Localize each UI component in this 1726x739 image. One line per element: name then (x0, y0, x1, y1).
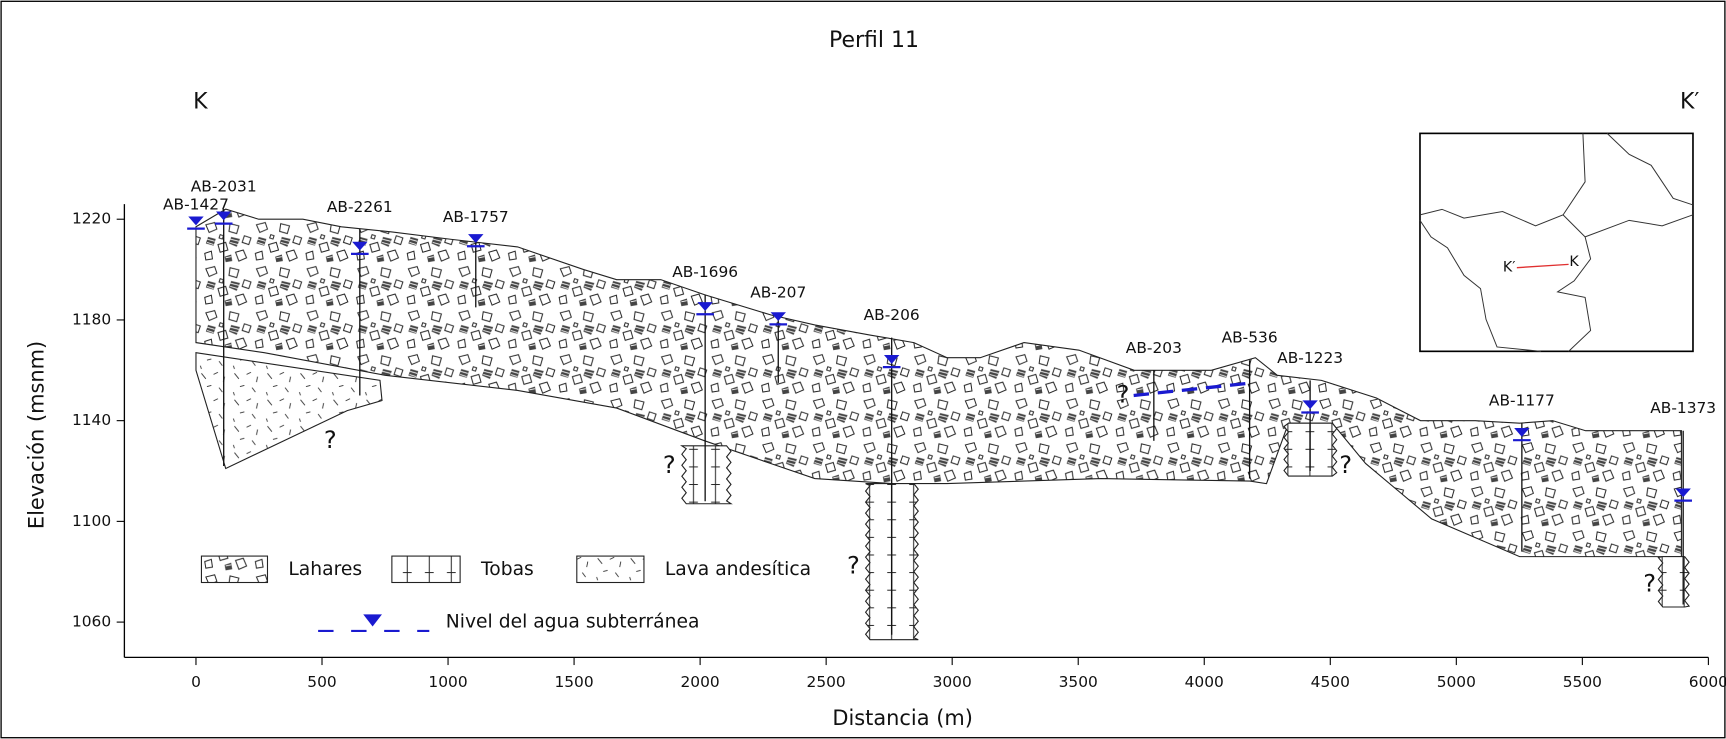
well-label: AB-536 (1222, 329, 1278, 347)
annotation: ? (847, 552, 860, 580)
x-tick-label: 0 (191, 673, 201, 691)
well-label: AB-1223 (1277, 349, 1343, 367)
chart-title: Perfil 11 (829, 28, 919, 53)
x-tick-label: 1500 (554, 673, 593, 691)
unit-polygon (195, 352, 383, 470)
x-tick-label: 5500 (1563, 673, 1602, 691)
legend-label: Lahares (288, 559, 362, 580)
water-level (352, 241, 368, 251)
y-tick-label: 1220 (72, 210, 111, 228)
water-level (215, 211, 232, 221)
annotation: ? (1339, 451, 1352, 479)
water-level (1302, 400, 1318, 410)
x-tick-label: 3000 (933, 673, 972, 691)
inset-map: K′ K (1419, 132, 1694, 353)
well-label: AB-1373 (1650, 399, 1716, 417)
legend-label: Tobas (480, 559, 534, 580)
well-label: AB-206 (864, 306, 920, 324)
start-label: K (193, 90, 208, 115)
water-level (1675, 488, 1691, 498)
annotation: ? (1117, 380, 1130, 408)
well-label: AB-1427 (163, 195, 229, 213)
well-label: AB-2031 (191, 178, 257, 196)
legend-swatch (576, 555, 645, 584)
well-label: AB-203 (1126, 339, 1182, 357)
x-tick-label: 2000 (681, 673, 720, 691)
y-tick-label: 1140 (72, 411, 111, 429)
legend-swatch (363, 614, 382, 627)
y-tick-label: 1060 (72, 613, 111, 631)
annotation: ? (324, 426, 337, 454)
water-level (770, 312, 786, 322)
well-label: AB-2261 (327, 198, 393, 216)
legend: Lahares Tobas Lava andesítica Nivel del … (200, 555, 811, 633)
water-level (188, 216, 204, 226)
x-axis-label: Distancia (m) (832, 706, 973, 730)
water-level (1514, 428, 1530, 437)
water-level (697, 302, 713, 311)
annotation: ? (1643, 569, 1656, 597)
legend-swatch (391, 555, 461, 584)
legend-swatch (200, 555, 269, 584)
x-tick-label: 1000 (428, 673, 467, 691)
y-tick-label: 1180 (72, 310, 111, 328)
x-tick-label: 2500 (807, 673, 846, 691)
x-tick-label: 4000 (1185, 673, 1224, 691)
x-tick-label: 6000 (1689, 673, 1726, 691)
x-tick-label: 3500 (1059, 673, 1098, 691)
y-axis-label: Elevación (msnm) (24, 341, 48, 529)
annotation: ? (663, 451, 676, 479)
inset-label: K (1569, 254, 1579, 270)
water-level (468, 234, 484, 243)
legend-label: Nivel del agua subterránea (446, 612, 700, 633)
end-label: K′ (1680, 90, 1699, 115)
y-tick-label: 1100 (72, 512, 111, 530)
well-label: AB-1757 (443, 208, 509, 226)
unit-polygon (195, 208, 1682, 558)
inset-label: K′ (1503, 260, 1516, 276)
well-label: AB-207 (750, 283, 806, 301)
well-label: AB-1696 (672, 263, 738, 281)
x-tick-label: 500 (307, 673, 336, 691)
water-line (1133, 381, 1253, 398)
x-tick-label: 5000 (1437, 673, 1476, 691)
x-tick-label: 4500 (1311, 673, 1350, 691)
water-level (883, 355, 900, 364)
unit-column (679, 445, 733, 505)
well-label: AB-1177 (1489, 392, 1555, 410)
legend-label: Lava andesítica (665, 559, 811, 580)
unit-column (1657, 556, 1691, 608)
